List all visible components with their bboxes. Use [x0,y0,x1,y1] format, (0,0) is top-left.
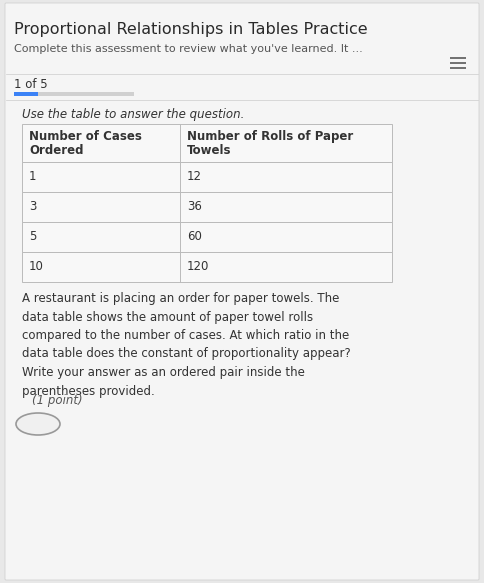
Bar [22,124,392,162]
Text: 60: 60 [187,230,202,244]
Bar [22,252,392,282]
Bar [22,162,392,192]
Text: 10: 10 [29,261,44,273]
Text: Proportional Relationships in Tables Practice: Proportional Relationships in Tables Pra… [14,22,368,37]
Bar [22,192,392,222]
Ellipse shape [16,413,60,435]
Bar [22,222,392,252]
Text: 1 of 5: 1 of 5 [14,78,47,91]
Text: 120: 120 [187,261,210,273]
Text: 3: 3 [29,201,36,213]
Text: 1: 1 [29,170,36,184]
FancyBboxPatch shape [5,3,479,580]
Text: Number of Rolls of Paper: Number of Rolls of Paper [187,130,353,143]
Text: A restaurant is placing an order for paper towels. The
data table shows the amou: A restaurant is placing an order for pap… [22,292,351,398]
Text: (1 point): (1 point) [32,394,83,407]
Text: 12: 12 [187,170,202,184]
Text: Ordered: Ordered [29,144,84,157]
Text: 5: 5 [29,230,36,244]
Bar [14,92,38,96]
Bar [14,92,134,96]
Text: Use the table to answer the question.: Use the table to answer the question. [22,108,244,121]
Text: 36: 36 [187,201,202,213]
Text: Complete this assessment to review what you've learned. It ...: Complete this assessment to review what … [14,44,363,54]
Text: Number of Cases: Number of Cases [29,130,142,143]
Text: Towels: Towels [187,144,231,157]
